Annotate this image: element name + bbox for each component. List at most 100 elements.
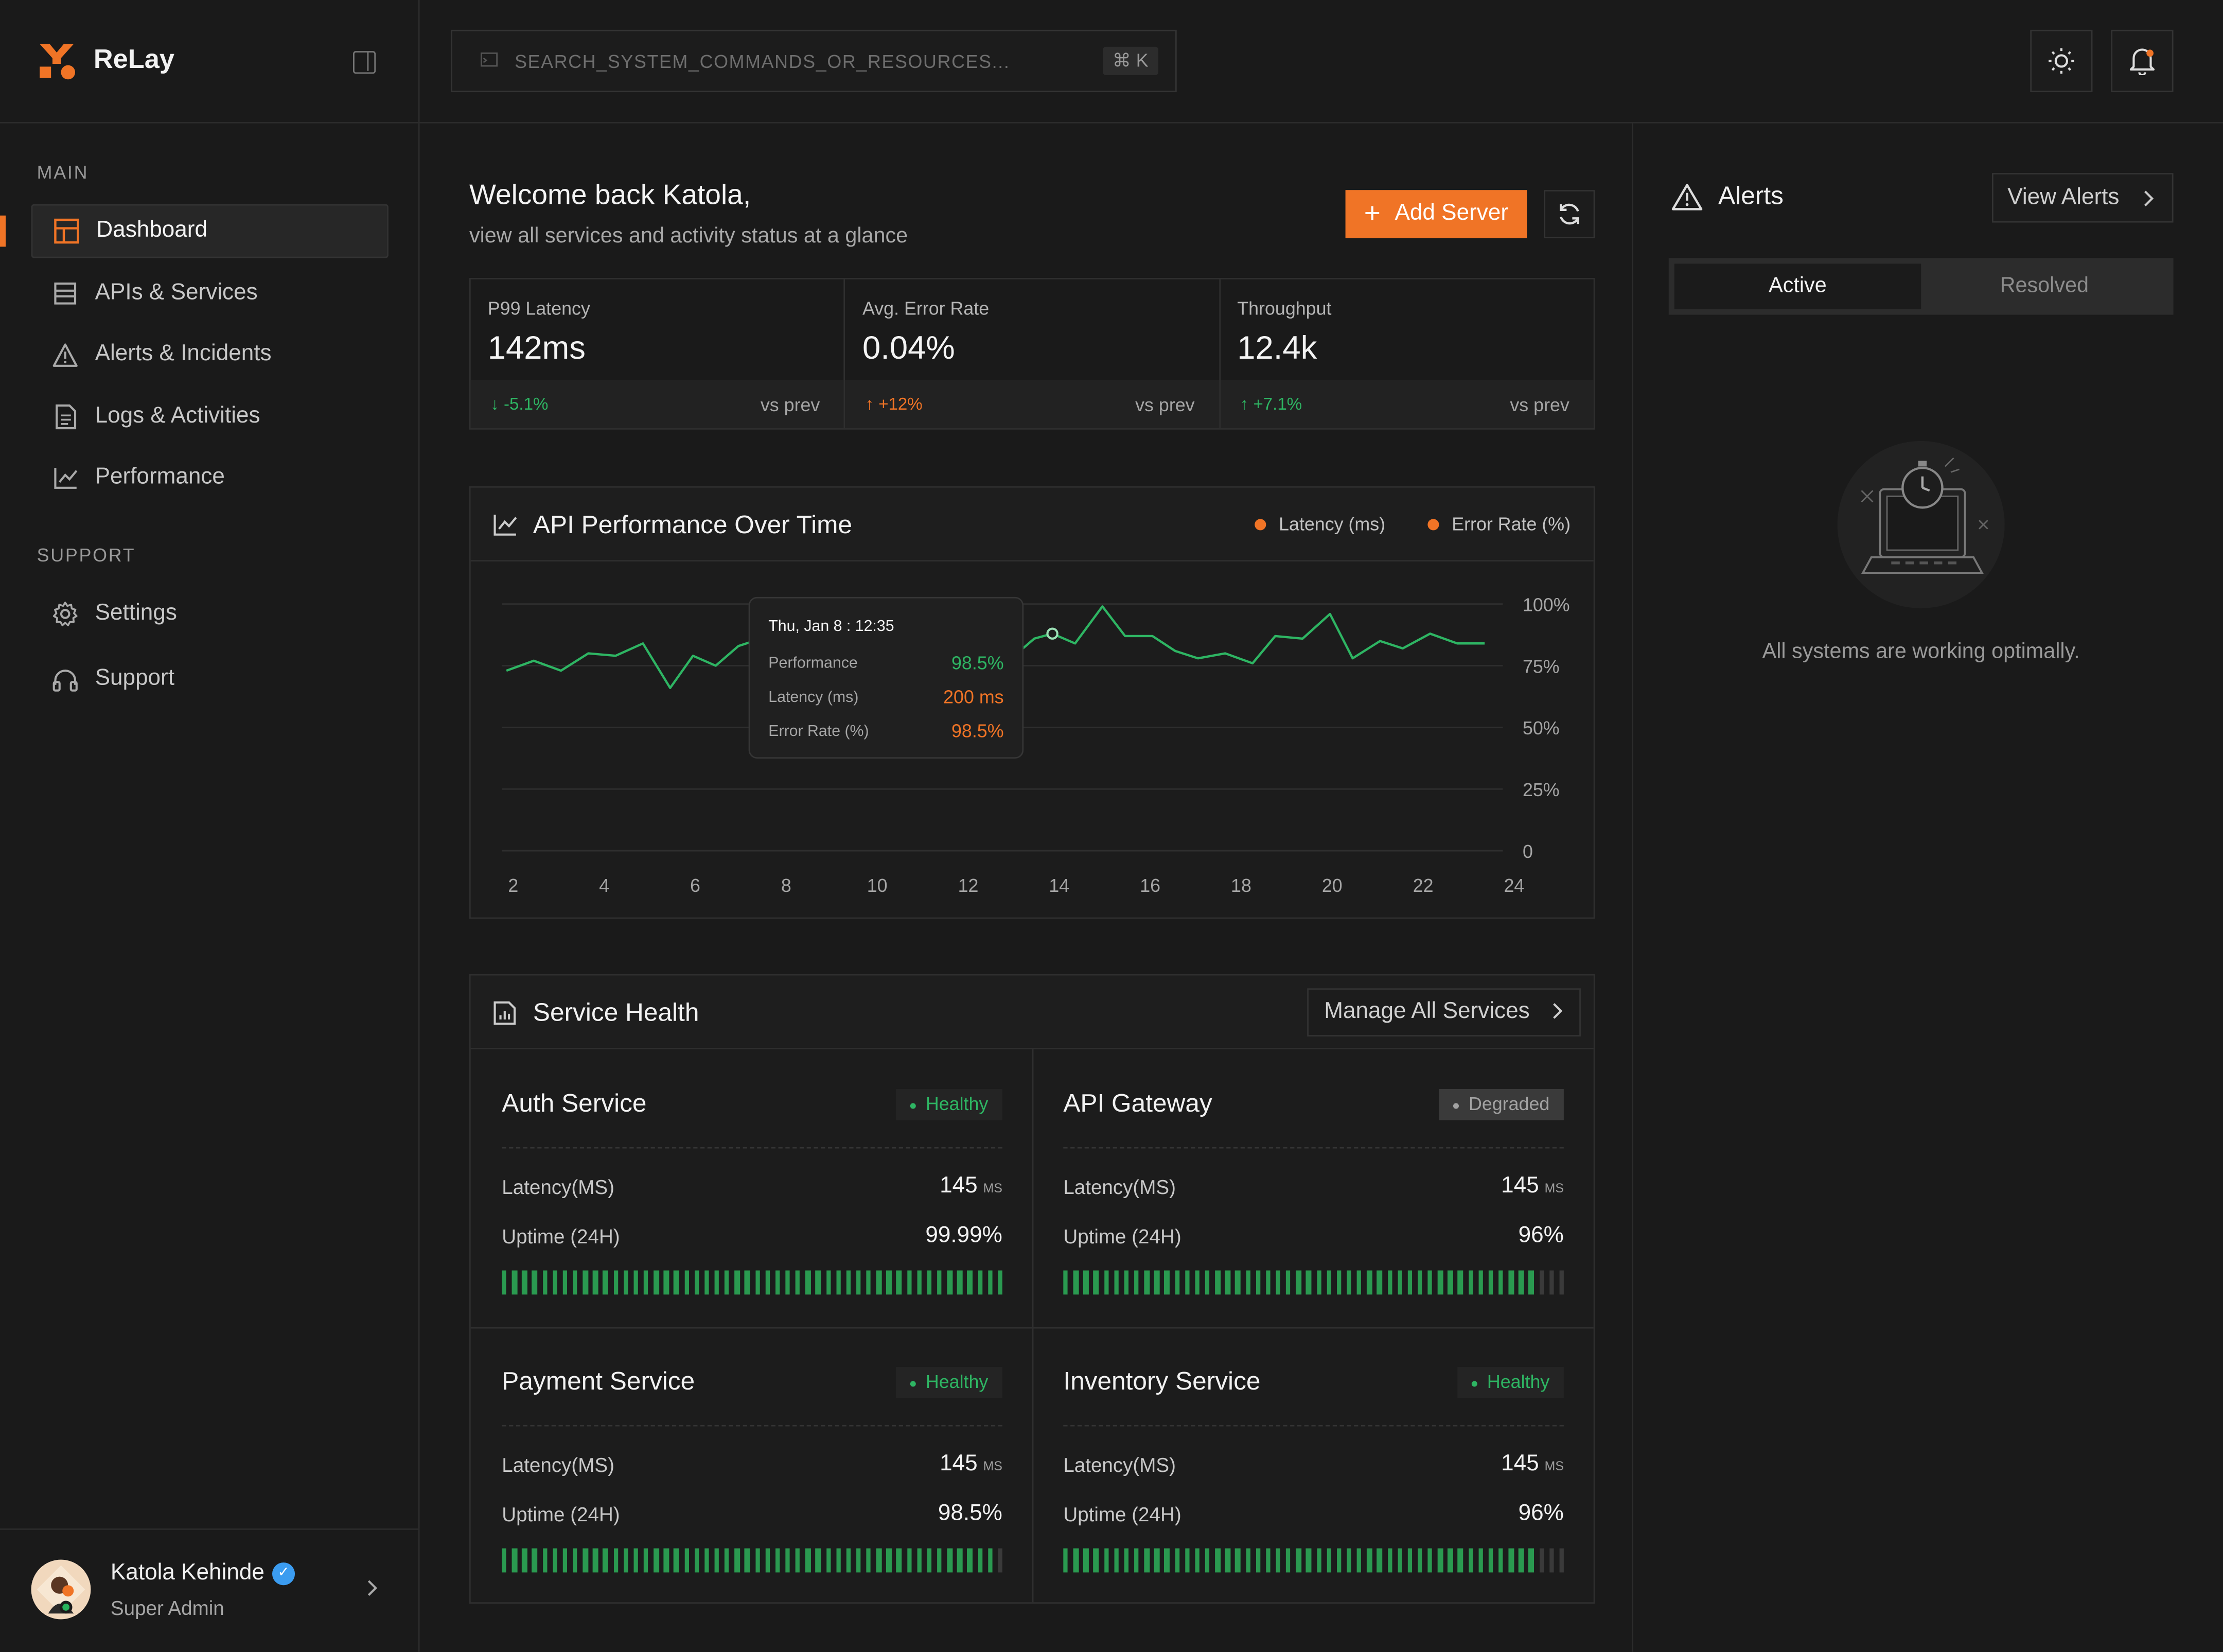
- uptime-bar: [502, 1548, 507, 1573]
- chevron-right-icon[interactable]: [366, 1578, 378, 1604]
- tab-resolved[interactable]: Resolved: [2000, 273, 2089, 298]
- uptime-bar: [694, 1548, 699, 1573]
- y-tick-label: 25%: [1523, 780, 1560, 800]
- status-badge: Degraded: [1439, 1088, 1564, 1120]
- service-card[interactable]: Auth Service Healthy Latency(MS) 145 MS Uptim…: [471, 1049, 1034, 1327]
- uptime-bar: [1154, 1270, 1159, 1295]
- grid-divider: [470, 1327, 1594, 1329]
- uptime-bar: [755, 1548, 760, 1573]
- manage-services-button[interactable]: Manage All Services: [1307, 988, 1581, 1036]
- sidebar-item-settings[interactable]: Settings: [31, 587, 389, 641]
- uptime-bar: [573, 1270, 578, 1295]
- x-tick-label: 12: [958, 875, 979, 896]
- uptime-bar: [633, 1548, 639, 1573]
- notifications-button[interactable]: [2111, 29, 2174, 93]
- uptime-bar: [1427, 1548, 1433, 1573]
- uptime-bar: [1306, 1270, 1311, 1295]
- legend-dot: [1255, 518, 1266, 530]
- uptime-bar: [896, 1270, 902, 1295]
- uptime-bar: [1367, 1548, 1372, 1573]
- warning-icon: [1671, 184, 1703, 210]
- sidebar-item-dashboard[interactable]: Dashboard: [31, 204, 389, 258]
- uptime-bar: [613, 1548, 619, 1573]
- search-input[interactable]: [515, 50, 1082, 72]
- uptime-bar: [1073, 1548, 1079, 1573]
- user-profile[interactable]: Katola Kehinde ✓ Super Admin: [0, 1528, 420, 1652]
- x-tick-label: 24: [1504, 875, 1525, 896]
- sidebar-item-alerts[interactable]: Alerts & Incidents: [31, 327, 389, 381]
- uptime-bar: [623, 1270, 628, 1295]
- chevron-right-icon: [1551, 1001, 1563, 1027]
- x-tick-label: 4: [599, 875, 609, 896]
- latency-value: 145 MS: [940, 1174, 1002, 1200]
- service-card[interactable]: Inventory Service Healthy Latency(MS) 145 MS…: [1032, 1327, 1595, 1605]
- uptime-bar: [1124, 1548, 1129, 1573]
- uptime-bar: [1306, 1548, 1311, 1573]
- sidebar-item-label: Performance: [95, 465, 225, 489]
- uptime-bar: [846, 1270, 851, 1295]
- uptime-bar: [836, 1548, 841, 1573]
- uptime-bar: [1387, 1548, 1392, 1573]
- uptime-bar: [1336, 1548, 1342, 1573]
- uptime-bar: [1539, 1548, 1544, 1573]
- uptime-bar: [1529, 1270, 1534, 1295]
- panel-header: Service Health Manage All Services: [470, 975, 1594, 1049]
- uptime-bar: [522, 1270, 527, 1295]
- uptime-bar: [1458, 1270, 1463, 1295]
- divider: [502, 1147, 1002, 1149]
- metric-footer: ↓ -5.1% vs prev: [470, 380, 844, 429]
- uptime-bar: [1377, 1270, 1382, 1295]
- uptime-bar: [613, 1270, 619, 1295]
- relay-logo-icon: [40, 44, 76, 80]
- service-card[interactable]: Payment Service Healthy Latency(MS) 145 MS Up…: [471, 1327, 1034, 1605]
- uptime-bar: [916, 1548, 922, 1573]
- service-name: Payment Service: [502, 1366, 695, 1396]
- sidebar-item-logs[interactable]: Logs & Activities: [31, 390, 389, 444]
- uptime-bar: [1488, 1270, 1493, 1295]
- search-bar[interactable]: ⌘ K: [451, 29, 1177, 93]
- refresh-button[interactable]: [1544, 190, 1595, 238]
- alerts-panel: [1632, 123, 2223, 1652]
- sidebar-item-performance[interactable]: Performance: [31, 451, 389, 505]
- tooltip-value: 200 ms: [943, 686, 1004, 708]
- status-label: Degraded: [1468, 1093, 1550, 1115]
- uptime-bar: [775, 1548, 780, 1573]
- uptime-bar: [1256, 1548, 1261, 1573]
- legend-label: Latency (ms): [1279, 513, 1386, 535]
- uptime-value: 96%: [1518, 1501, 1564, 1526]
- uptime-bar: [714, 1270, 719, 1295]
- uptime-bar: [562, 1548, 568, 1573]
- theme-toggle-button[interactable]: [2030, 29, 2093, 93]
- uptime-bar: [1174, 1548, 1180, 1573]
- x-tick-label: 14: [1049, 875, 1069, 896]
- page-subtitle: view all services and activity status at…: [469, 224, 908, 249]
- sidebar-item-label: Settings: [95, 601, 177, 625]
- uptime-bar: [643, 1548, 649, 1573]
- uptime-bar: [542, 1548, 548, 1573]
- latency-row: Latency(MS) 145 MS: [1063, 1174, 1564, 1198]
- sidebar-collapse-icon[interactable]: [353, 51, 376, 74]
- user-name: Katola Kehinde: [110, 1561, 264, 1586]
- service-card[interactable]: API Gateway Degraded Latency(MS) 145 MS Uptim…: [1032, 1049, 1595, 1327]
- uptime-bar: [1205, 1270, 1210, 1295]
- brand-name: ReLay: [93, 45, 174, 76]
- uptime-bar: [573, 1548, 578, 1573]
- add-server-button[interactable]: + Add Server: [1345, 190, 1527, 238]
- uptime-bar: [1286, 1270, 1291, 1295]
- bell-icon: [2129, 48, 2155, 76]
- uptime-bar: [1478, 1548, 1484, 1573]
- sidebar-item-apis[interactable]: APIs & Services: [31, 267, 389, 321]
- sidebar-item-support[interactable]: Support: [31, 652, 389, 706]
- uptime-bar: [1498, 1548, 1504, 1573]
- metric-label: Throughput: [1237, 297, 1332, 319]
- uptime-bar: [623, 1548, 628, 1573]
- uptime-bar: [1235, 1548, 1241, 1573]
- uptime-bar: [502, 1270, 507, 1295]
- uptime-bar: [1498, 1270, 1504, 1295]
- uptime-bar: [654, 1270, 659, 1295]
- performance-chart[interactable]: 100%75%50%25%02 4 6 8 10 12 14 16 18 20 22 24: [471, 561, 1594, 918]
- uptime-bar: [916, 1270, 922, 1295]
- uptime-bar: [1256, 1270, 1261, 1295]
- view-alerts-button[interactable]: View Alerts: [1991, 173, 2174, 223]
- tab-active[interactable]: Active: [1674, 263, 1921, 309]
